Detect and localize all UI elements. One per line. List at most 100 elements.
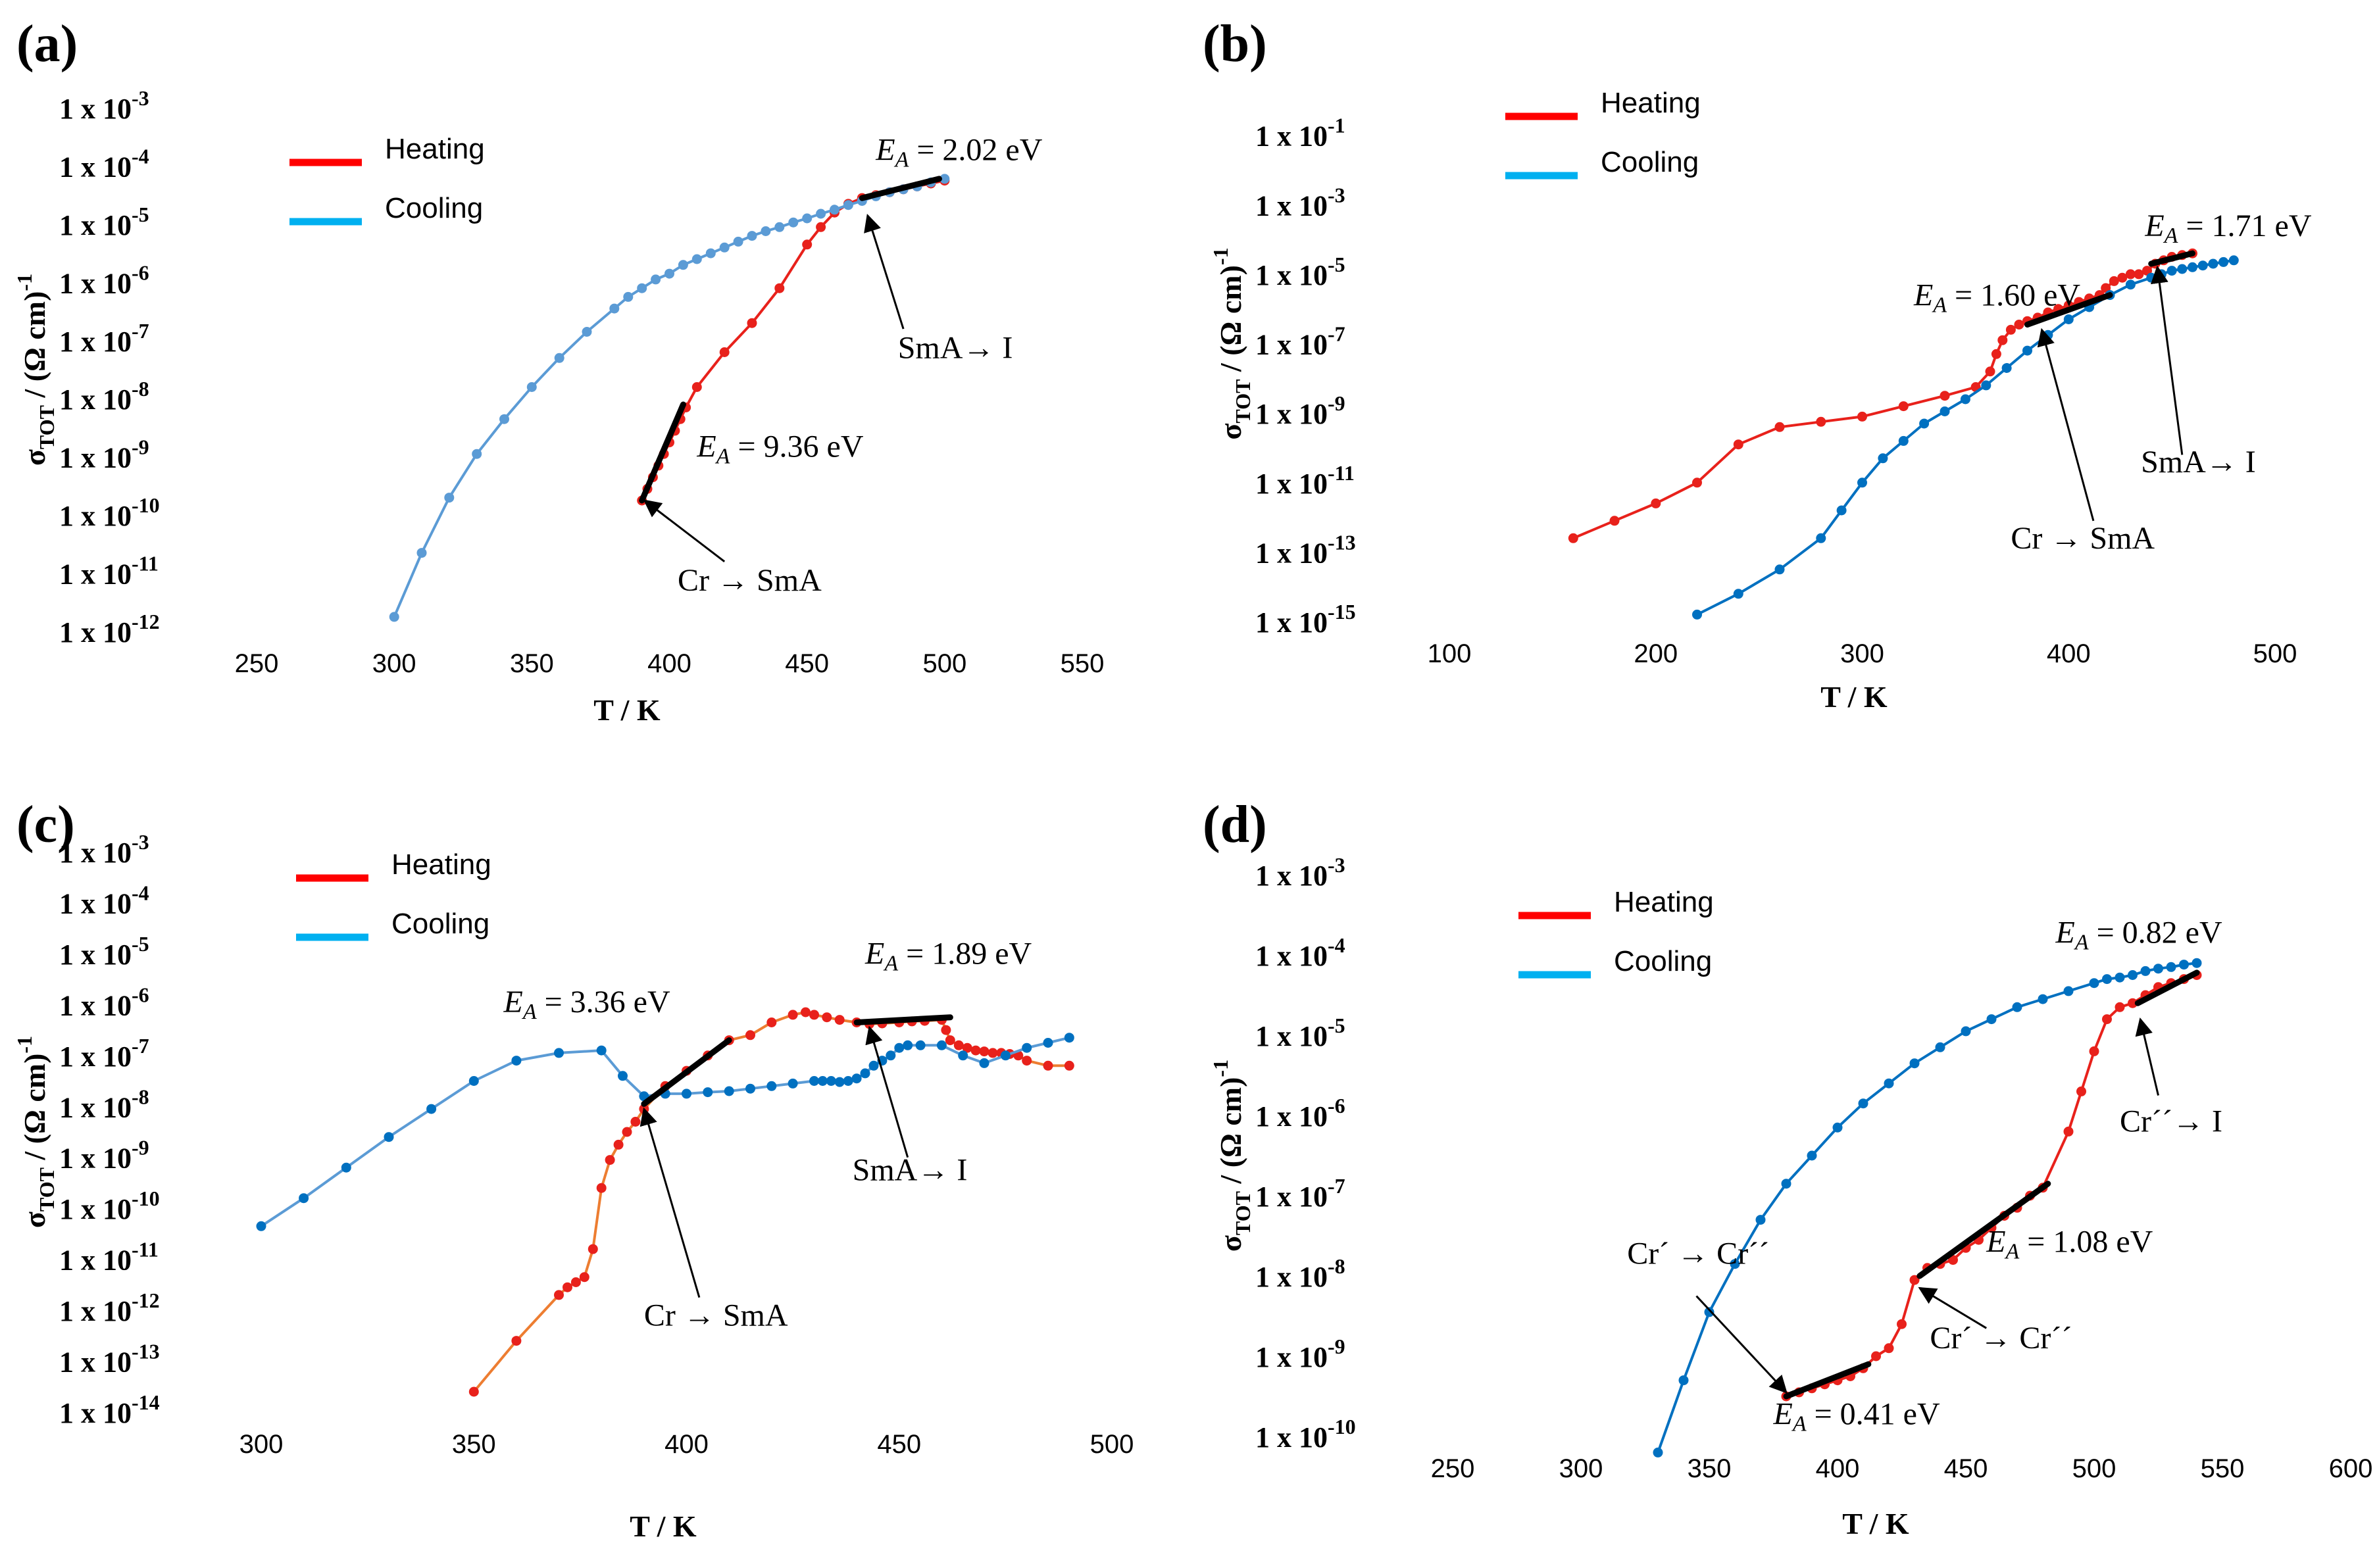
y-tick-exponent: -6 bbox=[132, 983, 149, 1006]
y-tick-base: 1 x 10 bbox=[1255, 120, 1328, 153]
annotation-text: Cr´ → Cr´´ bbox=[1930, 1321, 2072, 1356]
data-point-cooling bbox=[724, 1086, 734, 1096]
annotation-text: SmA→ I bbox=[853, 1153, 968, 1188]
x-tick-label: 300 bbox=[239, 1430, 284, 1459]
data-point-heating bbox=[1897, 1319, 1907, 1329]
y-tick-exponent: -1 bbox=[1328, 114, 1345, 137]
legend-label: Cooling bbox=[391, 908, 489, 940]
y-tick-exponent: -9 bbox=[1328, 1335, 1345, 1358]
annotation-arrow bbox=[2037, 328, 2095, 522]
y-tick-exponent: -8 bbox=[1328, 1254, 1345, 1278]
y-tick-base: 1 x 10 bbox=[1255, 537, 1328, 569]
y-tick-label: 1 x 10-11 bbox=[59, 1238, 159, 1277]
y-title-sigma: σ bbox=[18, 1212, 51, 1228]
annotation-arrow bbox=[2150, 265, 2184, 455]
series-line-cooling bbox=[260, 1036, 1070, 1227]
x-axis-title: T / K bbox=[1842, 1507, 1909, 1540]
y-tick-label: 1 x 10-6 bbox=[59, 983, 149, 1021]
data-point-heating bbox=[1651, 498, 1661, 508]
data-point-heating bbox=[1022, 1056, 1032, 1066]
annotation-arrow bbox=[639, 1107, 701, 1298]
data-point-cooling bbox=[1981, 380, 1991, 391]
data-point-cooling bbox=[802, 213, 813, 224]
legend-label: Heating bbox=[385, 133, 485, 165]
y-tick-exponent: -12 bbox=[132, 1288, 160, 1312]
y-tick-base: 1 x 10 bbox=[59, 326, 132, 358]
y-tick-exponent: -10 bbox=[1328, 1415, 1356, 1438]
data-point-heating bbox=[766, 1017, 777, 1027]
y-tick-label: 1 x 10-7 bbox=[1255, 1174, 1345, 1213]
y-tick-base: 1 x 10 bbox=[1255, 1261, 1328, 1293]
data-point-cooling bbox=[1781, 1179, 1791, 1189]
annotation-pre: Cr → SmA bbox=[2011, 521, 2155, 556]
data-point-cooling bbox=[2197, 260, 2208, 271]
data-point-heating bbox=[1692, 478, 1702, 488]
series-line-heating bbox=[472, 1011, 1070, 1393]
fit-line bbox=[2134, 969, 2200, 1006]
data-point-heating bbox=[822, 1012, 832, 1023]
y-tick-label: 1 x 10-4 bbox=[59, 144, 149, 183]
x-tick-label: 300 bbox=[1559, 1454, 1603, 1483]
data-point-cooling bbox=[774, 222, 785, 232]
data-point-cooling bbox=[1940, 406, 1950, 416]
data-point-cooling bbox=[651, 274, 661, 285]
x-tick-label: 500 bbox=[922, 649, 966, 678]
y-tick-base: 1 x 10 bbox=[1255, 189, 1328, 222]
data-point-cooling bbox=[2012, 1002, 2022, 1012]
data-point-cooling bbox=[678, 260, 688, 270]
y-tick-label: 1 x 10-3 bbox=[1255, 853, 1345, 892]
y-tick-exponent: -9 bbox=[1328, 391, 1345, 415]
data-point-cooling bbox=[1832, 1122, 1843, 1133]
data-point-cooling bbox=[860, 1068, 870, 1079]
series-line-cooling bbox=[1657, 962, 2197, 1454]
data-point-heating bbox=[962, 1042, 972, 1053]
annotation-italic: E bbox=[1913, 278, 1933, 312]
y-tick-exponent: -3 bbox=[132, 86, 149, 110]
data-point-heating bbox=[691, 382, 702, 392]
data-point-cooling bbox=[2153, 964, 2163, 974]
data-point-cooling bbox=[2146, 272, 2157, 283]
series-line-cooling bbox=[393, 177, 945, 618]
y-tick-label: 1 x 10-10 bbox=[59, 1187, 160, 1225]
annotation-text: EA = 1.89 eV bbox=[864, 936, 1032, 975]
y-tick-label: 1 x 10-11 bbox=[1255, 461, 1355, 500]
y-title-sigma: σ bbox=[1214, 1235, 1247, 1252]
data-point-heating bbox=[605, 1155, 615, 1165]
data-point-cooling bbox=[1807, 1150, 1817, 1161]
data-point-heating bbox=[630, 1117, 641, 1127]
data-point-cooling bbox=[1774, 564, 1785, 575]
x-tick-label: 500 bbox=[2253, 639, 2297, 668]
x-tick-label: 400 bbox=[647, 649, 691, 678]
legend-label: Heating bbox=[391, 848, 491, 881]
annotation-italic: E bbox=[1773, 1397, 1793, 1432]
y-tick-base: 1 x 10 bbox=[59, 837, 132, 869]
y-tick-exponent: -11 bbox=[1328, 461, 1355, 485]
y-tick-base: 1 x 10 bbox=[59, 1091, 132, 1123]
panel-label: (d) bbox=[1203, 796, 1267, 854]
y-tick-base: 1 x 10 bbox=[59, 93, 132, 125]
y-tick-exponent: -9 bbox=[132, 435, 149, 459]
y-tick-label: 1 x 10-1 bbox=[1255, 114, 1345, 153]
data-point-cooling bbox=[1960, 394, 1970, 404]
y-tick-label: 1 x 10-15 bbox=[1255, 600, 1356, 639]
y-title-units: / (Ω cm) bbox=[1214, 1077, 1247, 1192]
data-point-cooling bbox=[936, 1040, 947, 1050]
data-point-cooling bbox=[511, 1056, 522, 1066]
data-point-heating bbox=[979, 1046, 989, 1057]
y-tick-label: 1 x 10-7 bbox=[59, 319, 149, 358]
y-tick-base: 1 x 10 bbox=[59, 1193, 132, 1225]
data-point-cooling bbox=[1878, 453, 1888, 464]
y-tick-base: 1 x 10 bbox=[1255, 1421, 1328, 1454]
x-tick-label: 550 bbox=[1061, 649, 1105, 678]
annotation-arrow bbox=[2135, 1017, 2159, 1096]
data-point-heating bbox=[1568, 533, 1578, 543]
data-point-heating bbox=[1898, 401, 1909, 412]
x-tick-label: 550 bbox=[2201, 1454, 2245, 1483]
data-point-heating bbox=[2014, 320, 2024, 330]
panel-label: (a) bbox=[16, 15, 78, 73]
data-point-heating bbox=[2109, 276, 2119, 286]
y-tick-base: 1 x 10 bbox=[1255, 1181, 1328, 1213]
y-tick-label: 1 x 10-9 bbox=[1255, 1335, 1345, 1373]
